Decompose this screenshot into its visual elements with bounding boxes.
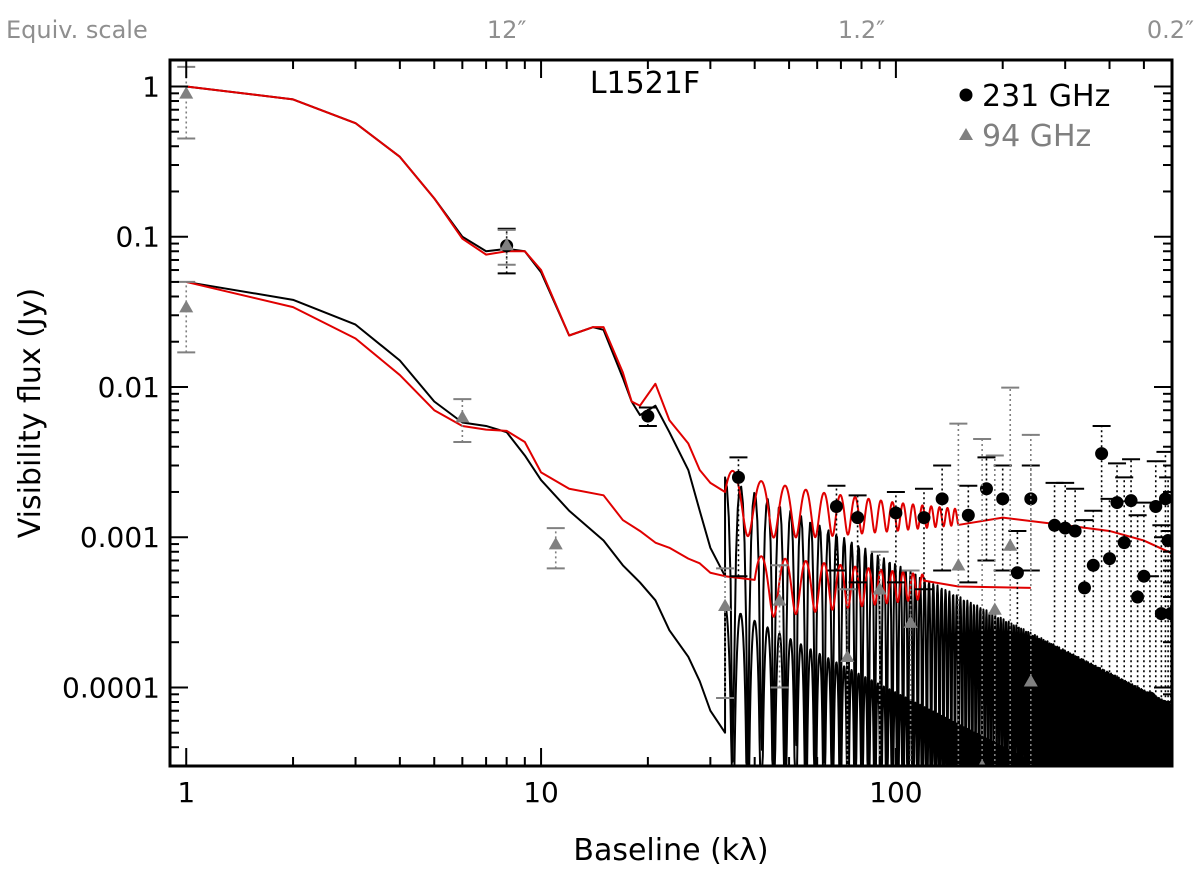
point-94ghz [985,454,1004,766]
marker-triangle [548,537,563,550]
marker-circle [1143,691,1157,705]
y-tick-label: 0.01 [98,371,160,404]
model-curve-4 [186,280,1031,618]
marker-triangle [1003,538,1018,551]
chart-title: L1521F [590,66,700,101]
point-231ghz [933,464,952,572]
marker-circle [1158,492,1172,506]
marker-circle [1010,566,1024,580]
point-231ghz [914,487,933,591]
y-tick-label: 1 [142,70,160,103]
point-94ghz [973,438,992,766]
point-94ghz [497,228,516,266]
marker-triangle [718,598,733,611]
marker-circle [1164,607,1172,621]
point-94ghz [949,422,968,766]
marker-triangle [499,238,514,251]
marker-circle [935,492,949,506]
marker-circle [851,511,865,525]
model-curve-2 [186,85,1172,555]
marker-circle [829,500,843,514]
marker-circle [1068,524,1082,538]
legend: 231 GHz 94 GHz [959,79,1110,154]
marker-circle [1124,494,1138,508]
marker-triangle [987,602,1002,615]
point-231ghz [638,406,657,427]
point-94ghz [770,564,789,689]
marker-triangle [179,86,194,99]
point-94ghz [546,527,565,570]
y-tick-label: 0.001 [80,521,160,554]
marker-circle [1058,521,1072,535]
legend-marker-triangle [959,128,973,140]
point-94ghz [177,280,196,354]
marker-circle [731,470,745,484]
point-231ghz [993,464,1012,572]
marker-circle [1095,447,1109,461]
marker-circle [1149,500,1163,514]
point-94ghz [870,550,889,766]
marker-triangle [951,558,966,571]
marker-triangle [903,615,918,628]
marker-circle [1103,552,1117,566]
top-axis-tick-label: 1.2″ [838,16,885,44]
x-axis-title: Baseline (kλ) [573,833,768,868]
marker-circle [641,409,655,423]
marker-triangle [772,593,787,606]
x-tick-label: 100 [869,776,922,809]
marker-circle [1154,607,1168,621]
marker-circle [1131,590,1145,604]
point-231ghz [886,490,905,584]
marker-circle [1077,581,1091,595]
point-94ghz [453,398,472,444]
marker-circle [1024,492,1038,506]
legend-label: 231 GHz [982,79,1110,114]
y-tick-label: 0.0001 [62,671,160,704]
marker-triangle [872,582,887,595]
plot-frame [168,58,1174,768]
top-axis-label: Equiv. scale [6,16,148,44]
point-94ghz [1021,433,1040,766]
point-231ghz [1008,529,1027,651]
model-curve-3 [186,280,1032,766]
marker-triangle [455,410,470,423]
x-tick-label: 10 [523,776,559,809]
point-94ghz [1001,386,1020,766]
x-tick-label: 1 [177,776,195,809]
marker-circle [1048,518,1062,532]
y-tick-label: 0.1 [115,221,160,254]
point-231ghz [827,484,846,572]
marker-circle [1117,536,1131,550]
marker-circle [889,506,903,520]
marker-triangle [179,300,194,313]
marker-circle [1086,558,1100,572]
marker-circle [917,511,931,525]
point-94ghz [838,588,857,766]
top-axis-tick-label: 0.2″ [1147,16,1194,44]
point-94ghz [716,567,735,700]
point-231ghz [848,494,867,584]
point-231ghz [959,484,978,584]
y-axis-title: Visibility flux (Jy) [13,288,48,538]
marker-circle [1110,496,1124,510]
marker-circle [979,482,993,496]
legend-marker-circle [959,88,973,102]
marker-circle [961,508,975,522]
marker-triangle [978,759,987,766]
legend-label: 94 GHz [982,119,1091,154]
axes: 1 10 100 1 0.1 0.01 0.001 0.0001 Equiv. scale 12″… [6,16,1194,868]
point-231ghz [729,456,748,578]
top-axis-tick-label: 12″ [487,16,527,44]
marker-triangle [1023,674,1038,687]
point-231ghz [977,456,996,562]
marker-circle [996,492,1010,506]
marker-triangle [840,649,855,663]
point-94ghz [901,569,920,766]
